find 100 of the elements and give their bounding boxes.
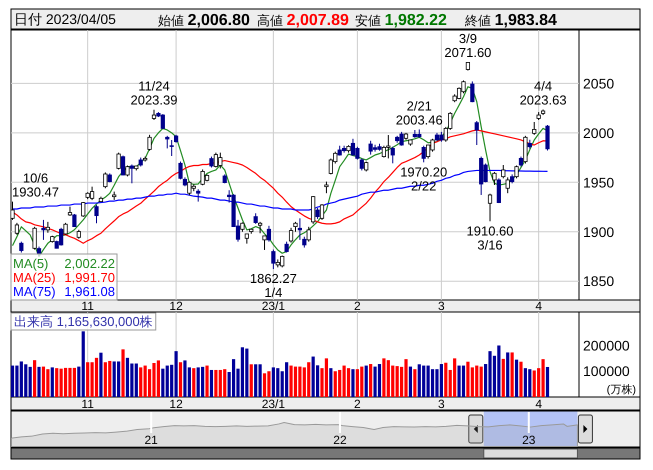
bar [108,360,112,397]
candlestick [496,178,501,204]
bar [312,356,315,397]
text: MA(25) 1,991.70 [13,270,115,285]
bar [210,370,214,397]
bar [369,364,372,397]
bar [192,368,196,397]
candlestick [368,140,373,156]
candlestick [120,155,126,176]
candlestick [81,202,86,218]
y-tick-label: 100000 [583,363,630,380]
bar [360,366,364,397]
bar [205,366,209,397]
bar [519,362,523,397]
candlestick [506,176,510,194]
y-tick-label: 1850 [583,273,614,290]
bar [254,364,258,397]
bar [497,345,500,397]
candlestick [254,212,258,224]
bar [68,368,72,397]
bar [121,349,125,397]
x-tick-label: 3 [438,299,446,313]
candlestick [32,226,37,250]
annotation: 11/24 2023.39 [130,78,178,108]
bar [94,358,98,397]
candlestick [68,206,72,216]
annotation: 3/9 2071.60 [444,31,492,60]
bar [196,367,200,397]
y-tick-label: 200000 [583,337,630,354]
bar [404,359,408,397]
bar [510,352,514,397]
bar [408,366,412,397]
y-tick-label: 1900 [583,224,614,240]
bar [139,367,142,397]
annotation: 出来高 1,165,630,000株 [14,314,153,329]
bar [546,366,550,397]
candlestick [532,121,536,136]
x-tick-label: 3 [438,397,446,411]
candlestick [125,164,130,177]
candlestick [284,241,289,254]
candlestick [492,171,497,186]
candlestick [262,235,267,250]
bar [364,366,368,397]
bar [37,366,41,397]
candlestick [72,213,76,228]
candlestick [390,146,395,164]
candlestick [355,146,360,160]
bar [488,351,492,397]
candlestick [14,222,20,236]
candlestick [196,188,200,202]
candlestick [152,109,156,120]
bar [55,368,58,397]
annotation: 1910.60 3/16 [466,223,514,252]
candlestick [271,249,276,270]
candlestick [266,225,272,242]
candlestick [315,208,320,220]
bar [183,360,187,397]
bar [10,366,14,397]
bar [15,366,19,397]
candlestick [288,227,294,244]
candlestick [364,161,368,172]
bar [430,369,434,397]
candlestick [488,193,492,222]
bar [528,369,532,397]
x-tick-label: 2 [354,397,362,411]
candlestick [116,152,121,170]
chart-title: 日付 2023/04/05 [14,11,116,27]
candlestick [399,131,404,146]
bar [262,373,266,397]
candlestick [41,219,46,240]
bar [294,366,298,397]
candlestick [244,233,249,244]
candlestick [209,156,214,168]
candlestick [320,204,324,220]
x-tick-label: 11 [81,397,94,411]
text: 始値 2,006.80 [158,12,250,29]
bar [346,368,350,397]
candlestick [240,222,245,232]
text: 安値 1,982.22 [355,12,448,29]
y-tick-label: 2000 [583,124,614,141]
candlestick [178,161,183,180]
candlestick [470,80,474,103]
x-tick-label: 22 [333,433,347,447]
bar [413,369,416,397]
annotation: 10/6 1930.47 [12,170,59,200]
bar [506,352,510,397]
candlestick [324,181,329,194]
bar [64,368,68,397]
candlestick [422,145,426,163]
candlestick [439,131,444,142]
bar [152,363,156,397]
candlestick [258,221,262,234]
bar [466,362,470,397]
candlestick [474,120,479,146]
candlestick [514,164,519,179]
bar [42,366,46,397]
bar [440,364,443,397]
candlestick [19,241,24,254]
x-tick-label: 11 [81,299,94,313]
bar [86,362,90,397]
